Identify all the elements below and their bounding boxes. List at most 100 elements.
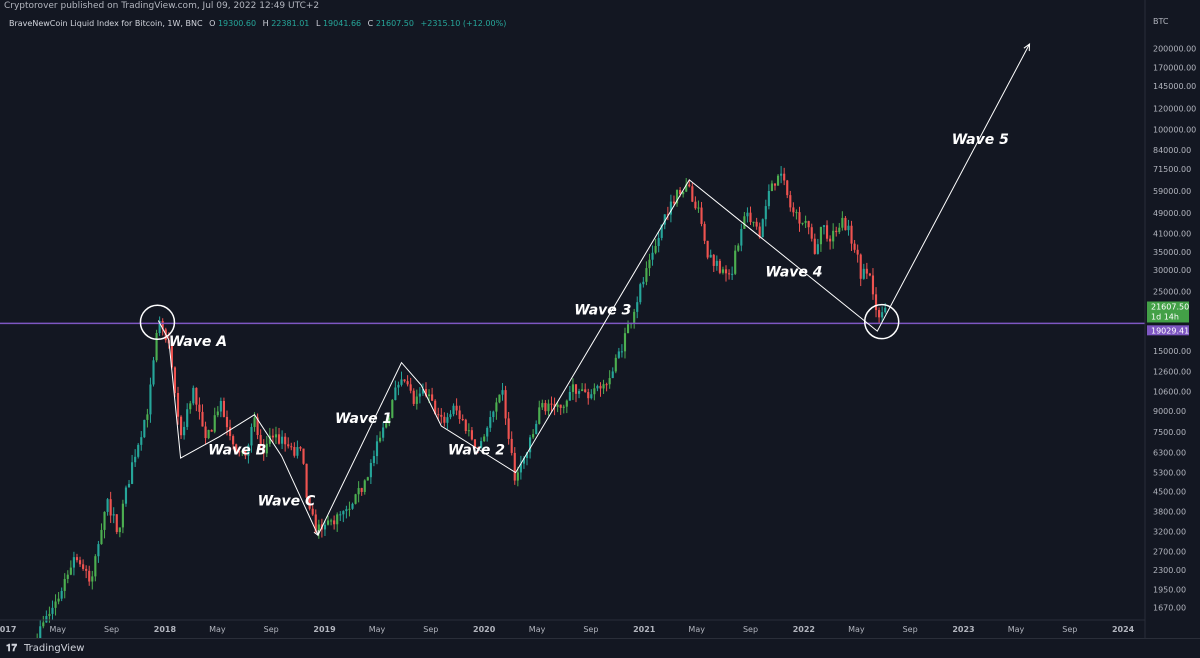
time-tick-label: Sep	[104, 625, 119, 634]
wave-label[interactable]: Wave A	[169, 334, 227, 350]
wave-label[interactable]: Wave C	[258, 493, 316, 509]
time-tick-label: Sep	[743, 625, 758, 634]
candle-body	[541, 403, 544, 408]
candle-body	[45, 616, 48, 623]
candle-body	[158, 320, 161, 333]
candle-body	[42, 622, 45, 627]
candle-body	[550, 403, 553, 405]
svg-text:BraveNewCoin Liquid Index for: BraveNewCoin Liquid Index for Bitcoin, 1…	[9, 19, 506, 28]
candle-body	[51, 607, 54, 614]
candle-body	[296, 447, 299, 456]
support-level-tag	[1147, 325, 1189, 336]
candle-body	[100, 529, 103, 545]
candle-body	[192, 387, 195, 404]
price-tick-label: 15000.00	[1153, 347, 1191, 356]
candle-body	[636, 302, 639, 312]
candle-body	[207, 429, 210, 439]
candle-body	[853, 243, 856, 250]
candle-body	[660, 224, 663, 238]
price-chart[interactable]: Wave A Wave B Wave C Wave 1 Wave 2 Wave 3 Wave…	[0, 0, 1200, 638]
candle-body	[865, 268, 868, 274]
candle-body	[75, 557, 79, 561]
candle-body	[718, 260, 721, 273]
candle-body	[446, 417, 449, 423]
open-label: O	[209, 19, 215, 28]
candle-body	[143, 419, 146, 438]
candle-body	[752, 221, 755, 223]
candle-body	[458, 410, 461, 420]
wave-label[interactable]: Wave 2	[448, 442, 505, 458]
candle-body	[792, 207, 795, 213]
price-tick-label: 9000.00	[1153, 407, 1186, 416]
price-tick-label: 100000.00	[1153, 126, 1196, 135]
candle-body	[250, 426, 253, 446]
price-tick-label: 5300.00	[1153, 469, 1186, 478]
candle-body	[271, 435, 274, 438]
time-tick-label: Sep	[423, 625, 438, 634]
wave-label[interactable]: Wave B	[208, 442, 266, 458]
candle-body	[544, 403, 547, 412]
time-tick-label: 2019	[313, 625, 336, 634]
candle-body	[871, 275, 875, 295]
candle-body	[507, 418, 510, 439]
candle-body	[204, 426, 207, 439]
candle-body	[538, 407, 541, 424]
candle-body	[403, 379, 406, 382]
candle-body	[455, 405, 458, 411]
candle-body	[669, 201, 672, 215]
candle-body	[317, 524, 320, 533]
wave-label[interactable]: Wave 5	[952, 132, 1009, 148]
candle-body	[176, 393, 180, 417]
time-axis[interactable]: 2017 May Sep 2018 May Sep 2019 May Sep 2020 May Sep…	[0, 619, 1145, 634]
candle-body	[856, 249, 859, 255]
candle-body	[746, 212, 749, 217]
price-tick-label: 1670.00	[1153, 603, 1186, 612]
candle-body	[363, 480, 366, 492]
price-tick-label: 71500.00	[1153, 165, 1191, 174]
top-2017-circle[interactable]	[139, 304, 176, 341]
candle-body	[391, 400, 394, 418]
wave-label[interactable]: Wave 1	[335, 411, 392, 427]
candle-body	[434, 400, 437, 415]
candle-body	[461, 419, 464, 421]
candle-body	[688, 184, 691, 187]
wave-path-line[interactable]	[157, 43, 1030, 537]
candle-body	[238, 451, 241, 453]
candle-body	[131, 462, 134, 484]
candle-body	[577, 391, 581, 394]
candle-body	[397, 384, 400, 388]
candle-body	[556, 404, 559, 407]
candle-body	[155, 332, 158, 361]
candle-body	[415, 396, 418, 404]
time-tick-label: May	[369, 625, 386, 634]
candle-body	[293, 446, 296, 456]
candle-body	[832, 230, 835, 242]
price-tick-label: 2700.00	[1153, 547, 1186, 556]
candle-body	[94, 556, 97, 577]
time-tick-label: 2018	[154, 625, 177, 634]
price-axis[interactable]: BTC 200000.00 170000.00 145000.00 120000.00…	[1144, 0, 1200, 638]
candle-body	[179, 416, 183, 436]
candle-body	[780, 173, 783, 176]
candle-body	[795, 212, 798, 214]
candle-body	[72, 557, 75, 568]
candle-body	[633, 311, 636, 324]
low-label: L	[316, 19, 321, 28]
brand-name[interactable]: TradingView	[24, 643, 85, 654]
candle-body	[336, 514, 339, 525]
tradingview-logo-icon[interactable]: 𝟏𝟕	[6, 643, 18, 654]
candle-body	[412, 390, 415, 404]
wave-label[interactable]: Wave 3	[574, 303, 631, 319]
candle-body	[547, 403, 550, 412]
candle-body	[850, 225, 853, 244]
current-price-circle[interactable]	[863, 303, 900, 340]
candle-body	[743, 216, 746, 229]
wave-label[interactable]: Wave 4	[765, 265, 822, 281]
candle-body	[878, 310, 881, 318]
candle-body	[173, 367, 177, 394]
candle-body	[382, 427, 385, 438]
candle-body	[789, 195, 792, 208]
candle-body	[755, 221, 758, 227]
candle-body	[225, 416, 229, 428]
candle-body	[54, 601, 57, 608]
